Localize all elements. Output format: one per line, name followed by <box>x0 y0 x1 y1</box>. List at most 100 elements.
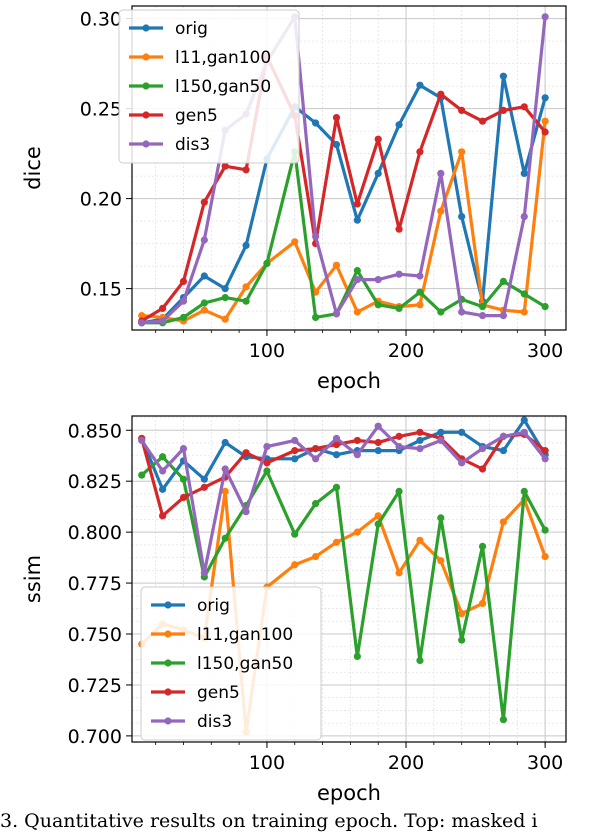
data-point <box>499 447 508 455</box>
data-point <box>332 538 341 546</box>
data-point <box>138 471 146 479</box>
data-point <box>242 297 250 305</box>
data-point <box>437 308 445 316</box>
data-point <box>332 434 341 443</box>
data-point <box>541 13 549 21</box>
data-point <box>221 294 229 302</box>
x-tick-label: 200 <box>388 752 424 774</box>
data-point <box>374 447 382 455</box>
data-point <box>221 534 229 542</box>
chart2-y-ticks: 0.700 0.725 0.750 0.775 0.800 0.825 0.850 <box>68 420 132 748</box>
y-tick-label: 0.825 <box>68 471 122 493</box>
y-tick-label: 0.15 <box>80 279 122 301</box>
data-point <box>541 526 549 534</box>
data-point <box>416 81 424 89</box>
data-point <box>353 652 361 661</box>
data-point <box>159 304 167 312</box>
y-tick-label: 0.700 <box>68 726 122 748</box>
data-point <box>437 436 445 445</box>
data-point <box>437 169 445 177</box>
data-point <box>416 428 424 436</box>
legend-box <box>140 586 322 741</box>
data-point <box>179 313 188 321</box>
chart1-legend: orig l11,gan100 l150,gan50 gen5 dis3 <box>118 9 300 164</box>
data-point <box>520 487 528 495</box>
x-tick-label: 300 <box>527 340 563 362</box>
data-point <box>200 483 208 491</box>
data-point <box>374 135 382 143</box>
data-point <box>221 487 229 495</box>
data-point <box>159 317 167 325</box>
legend-label: gen5 <box>175 106 218 126</box>
legend-marker <box>142 24 150 32</box>
data-point <box>520 416 528 424</box>
data-point <box>312 500 320 508</box>
series-line <box>140 430 547 518</box>
data-point <box>221 315 229 323</box>
data-point <box>416 288 424 296</box>
data-point <box>478 303 487 311</box>
data-point <box>499 432 508 440</box>
figure-caption: 3. Quantitative results on training epoc… <box>0 810 538 832</box>
data-point <box>499 72 508 80</box>
chart1-series-gen5 <box>138 52 549 325</box>
data-point <box>179 297 188 305</box>
chart2-series-dis3 <box>138 422 549 577</box>
chart1-x-axis-label: epoch <box>317 369 381 393</box>
data-point <box>458 148 466 156</box>
x-tick-label: 100 <box>249 752 285 774</box>
chart1-y-axis-label: dice <box>21 146 45 190</box>
data-point <box>312 119 320 127</box>
data-point <box>374 276 382 284</box>
data-point <box>478 312 487 320</box>
legend-label: l11,gan100 <box>197 625 293 645</box>
data-point <box>291 530 299 538</box>
ssim-chart: 100 200 3000.7000.7250.7500.7750.8000.8250… <box>21 415 567 805</box>
data-point <box>416 656 424 665</box>
legend-label: orig <box>175 19 208 39</box>
data-point <box>200 198 208 206</box>
data-point <box>242 449 250 457</box>
x-tick-label: 100 <box>249 340 285 362</box>
data-point <box>478 117 487 125</box>
data-point <box>221 162 229 170</box>
data-point <box>374 512 382 520</box>
data-point <box>458 459 466 467</box>
data-point <box>520 169 528 177</box>
data-point <box>291 561 299 569</box>
data-point <box>200 236 208 244</box>
data-point <box>353 451 361 459</box>
data-point <box>312 552 320 561</box>
data-point <box>221 438 229 447</box>
legend-marker <box>164 630 172 638</box>
data-point <box>541 552 549 561</box>
data-point <box>499 277 508 285</box>
data-point <box>520 290 528 298</box>
data-point <box>263 442 271 451</box>
data-point <box>478 445 487 453</box>
data-point <box>200 569 208 577</box>
data-point <box>138 436 146 445</box>
data-point <box>374 301 382 309</box>
data-point <box>395 121 403 129</box>
data-point <box>242 283 250 291</box>
data-point <box>291 436 299 445</box>
legend-label: l150,gan50 <box>197 654 293 674</box>
chart1-series-l150-gan50 <box>138 148 549 327</box>
data-point <box>437 514 445 522</box>
data-point <box>159 485 167 493</box>
series-line <box>140 424 547 575</box>
data-point <box>353 276 361 284</box>
data-point <box>395 569 403 577</box>
data-point <box>138 319 146 327</box>
data-point <box>520 308 528 316</box>
data-point <box>520 213 528 221</box>
data-point <box>200 299 208 307</box>
data-point <box>353 216 361 224</box>
data-point <box>332 141 341 149</box>
data-point <box>159 467 167 475</box>
data-point <box>437 207 445 215</box>
data-point <box>395 487 403 495</box>
data-point <box>416 536 424 544</box>
legend-marker <box>164 717 172 725</box>
